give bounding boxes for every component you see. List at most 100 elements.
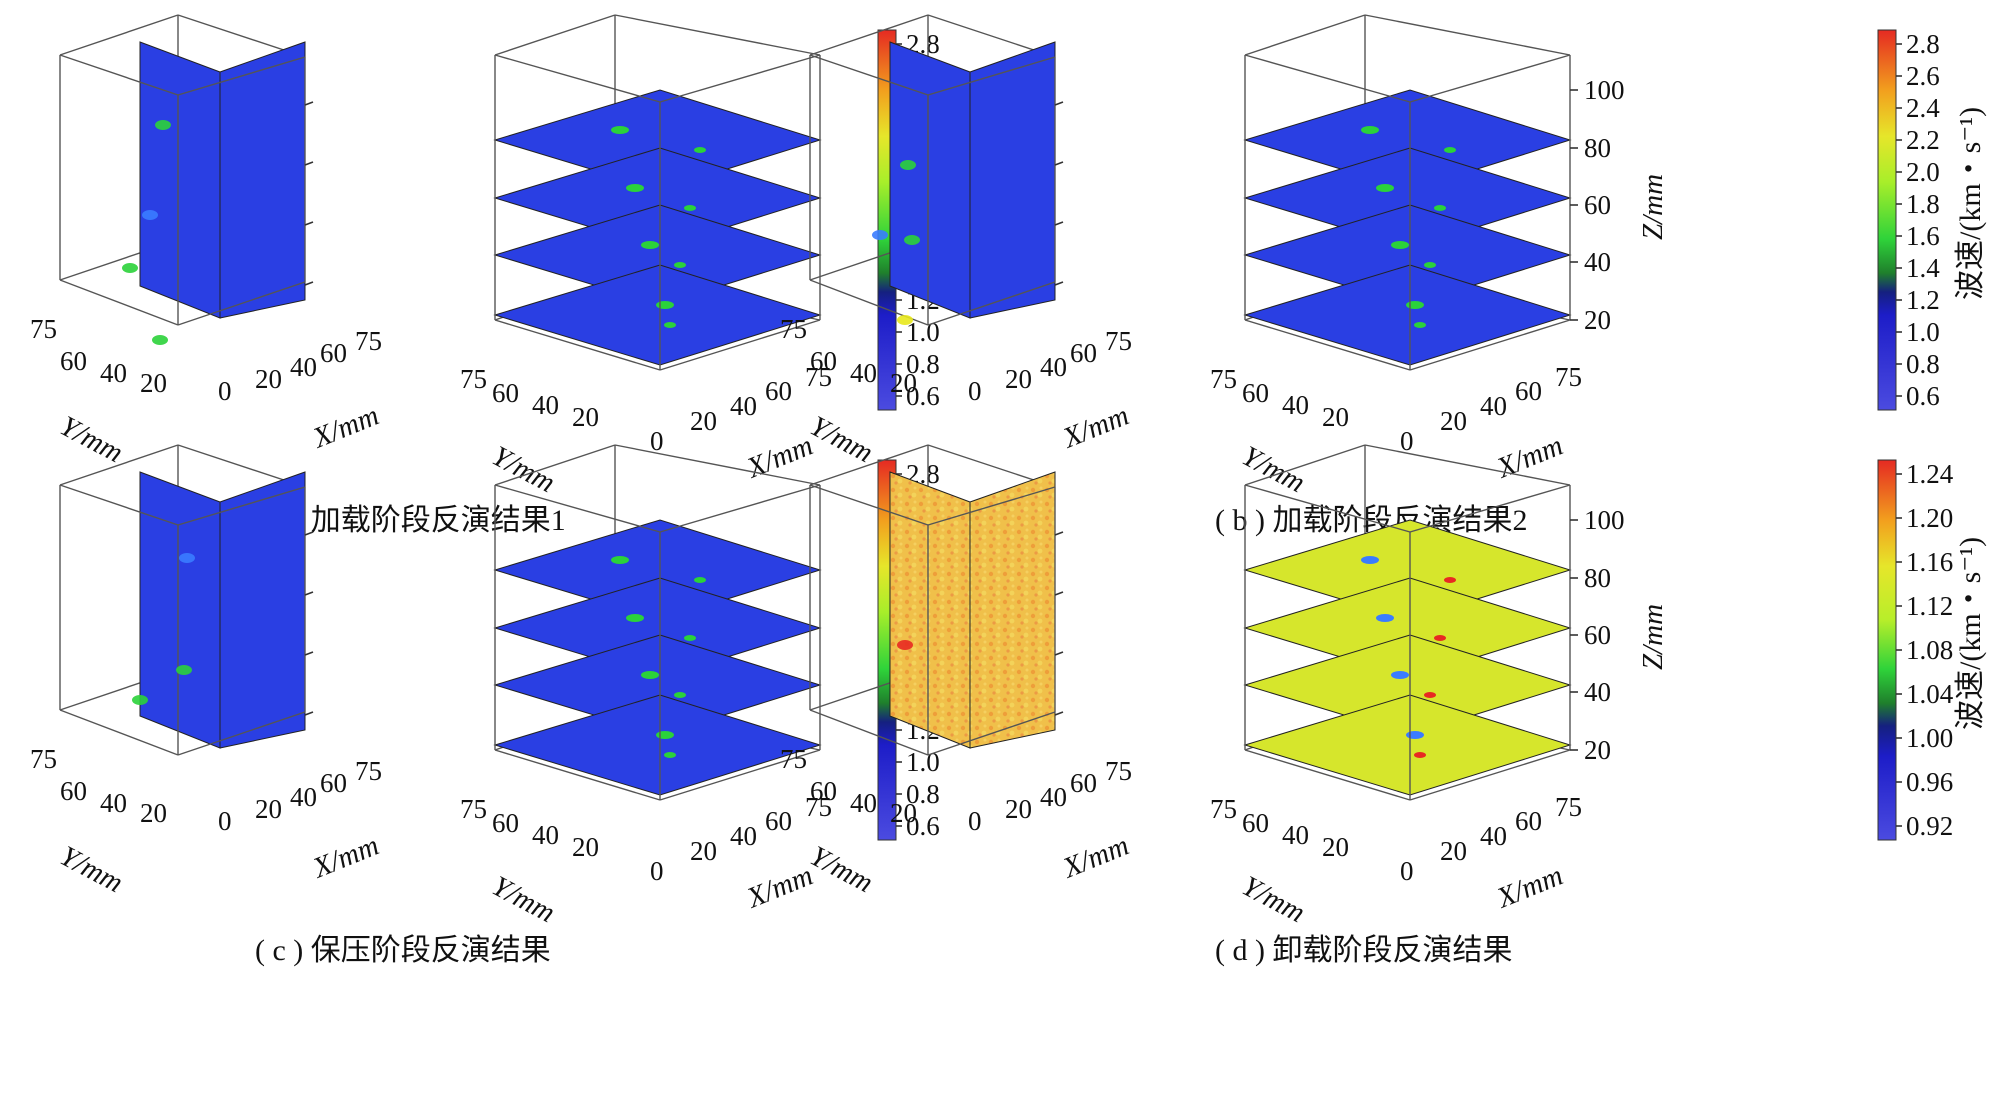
colorbar-tick-label: 0.96 (1906, 767, 1953, 797)
x-tick-label: 75 (1105, 326, 1132, 356)
colorbar-tick-label: 0.6 (906, 381, 940, 411)
cube-edge (59, 54, 179, 96)
colorbar-tick-label: 2.2 (1906, 125, 1940, 155)
y-tick-label: 20 (890, 798, 917, 828)
cube-edge (659, 749, 821, 801)
x-tick-label: 0 (968, 806, 982, 836)
velocity-anomaly (626, 614, 644, 622)
y-tick-label: 20 (1322, 402, 1349, 432)
z-tick-mark (1054, 101, 1064, 106)
cube-edge (177, 56, 306, 96)
colorbar-tick-label: 1.20 (1906, 503, 1953, 533)
cube-edge (177, 486, 306, 526)
slice-plane-yz (219, 41, 306, 319)
y-tick-label: 40 (100, 788, 127, 818)
x-tick-label: 0 (968, 376, 982, 406)
y-axis-title: Y/mm (1237, 440, 1310, 499)
x-tick-label: 0 (650, 426, 664, 456)
horizontal-slice-4 (1243, 264, 1572, 366)
colorbar-tick-label: 1.04 (1906, 679, 1954, 709)
z-tick-mark (304, 711, 314, 716)
cube-edge (927, 281, 1056, 326)
y-tick-label: 40 (532, 820, 559, 850)
velocity-anomaly (872, 230, 888, 240)
y-axis-title: Y/mm (55, 410, 128, 469)
colorbar-tick-label: 0.8 (906, 779, 940, 809)
y-tick-label: 40 (1282, 390, 1309, 420)
z-tick-label: 60 (1584, 190, 1611, 220)
cube-edge (1364, 14, 1571, 56)
colorbar-tick-label: 0.8 (1906, 349, 1940, 379)
x-tick-label: 40 (290, 352, 317, 382)
x-tick-label: 75 (355, 326, 382, 356)
colorbar-tick-label: 1.0 (1906, 317, 1940, 347)
x-tick-label: 20 (1005, 794, 1032, 824)
velocity-anomaly (179, 553, 195, 563)
cube-edge (1364, 444, 1571, 486)
x-tick-label: 20 (255, 794, 282, 824)
cube-edge (59, 14, 179, 56)
z-tick-mark (1054, 531, 1064, 536)
x-tick-label: 20 (690, 406, 717, 436)
panel-caption: ( c ) 保压阶段反演结果 (255, 934, 551, 967)
horizontal-slice-4 (493, 694, 822, 796)
cube-edge (809, 484, 929, 526)
cube-edge (59, 709, 179, 756)
colorbar-tick-label: 1.6 (1906, 221, 1940, 251)
x-tick-label: 75 (1105, 756, 1132, 786)
x-tick-label: 40 (1480, 821, 1507, 851)
z-tick-mark (304, 531, 314, 536)
z-tick-label: 20 (1584, 735, 1611, 765)
z-tick-label: 60 (1584, 620, 1611, 650)
y-tick-label: 20 (140, 798, 167, 828)
y-tick-label: 40 (100, 358, 127, 388)
horizontal-slice-4 (1243, 694, 1572, 796)
velocity-anomaly (1376, 614, 1394, 622)
cube-edge (1244, 14, 1366, 56)
colorbar-gradient (1877, 29, 1897, 411)
x-tick-label: 75 (1555, 362, 1582, 392)
y-tick-label: 20 (140, 368, 167, 398)
velocity-anomaly (155, 120, 171, 130)
x-tick-label: 40 (1480, 391, 1507, 421)
y-tick-label: 75 (1210, 364, 1237, 394)
y-axis-title: Y/mm (55, 840, 128, 899)
velocity-anomaly (1444, 577, 1456, 583)
slice-plane-yz (219, 471, 306, 749)
velocity-anomaly (904, 235, 920, 245)
slice-plane-xz (139, 41, 221, 319)
slice-plane-xz (139, 471, 221, 749)
colorbar-tick-label: 1.08 (1906, 635, 1953, 665)
slice-plane-xz (889, 41, 971, 319)
cube-edge (809, 444, 929, 486)
y-axis-title: Y/mm (487, 870, 560, 929)
x-tick-label: 75 (805, 362, 832, 392)
cube-edge (494, 749, 661, 801)
cube-edge (59, 279, 179, 326)
x-tick-label: 40 (730, 821, 757, 851)
x-tick-label: 60 (765, 376, 792, 406)
velocity-anomaly (1444, 147, 1456, 153)
x-axis-title: X/mm (1492, 859, 1568, 914)
panel-caption: ( a ) 加载阶段反演结果1 (255, 504, 566, 537)
y-tick-label: 60 (1242, 378, 1269, 408)
x-tick-label: 20 (255, 364, 282, 394)
z-tick-mark (1054, 161, 1064, 166)
velocity-anomaly (1424, 262, 1436, 268)
z-tick-label: 20 (1584, 305, 1611, 335)
x-tick-label: 20 (690, 836, 717, 866)
colorbar-tick-label: 1.00 (1906, 723, 1953, 753)
velocity-anomaly (656, 731, 674, 739)
velocity-anomaly (1376, 184, 1394, 192)
cube-edge (1409, 319, 1571, 371)
z-tick-mark (304, 651, 314, 656)
cube-edge (1244, 54, 1411, 103)
cube-edge (494, 14, 616, 56)
z-tick-label: 40 (1584, 247, 1611, 277)
panel-caption: ( d ) 卸载阶段反演结果 (1215, 934, 1512, 967)
velocity-anomaly (611, 126, 629, 134)
cube-edge (1244, 319, 1411, 371)
velocity-anomaly (1414, 322, 1426, 328)
